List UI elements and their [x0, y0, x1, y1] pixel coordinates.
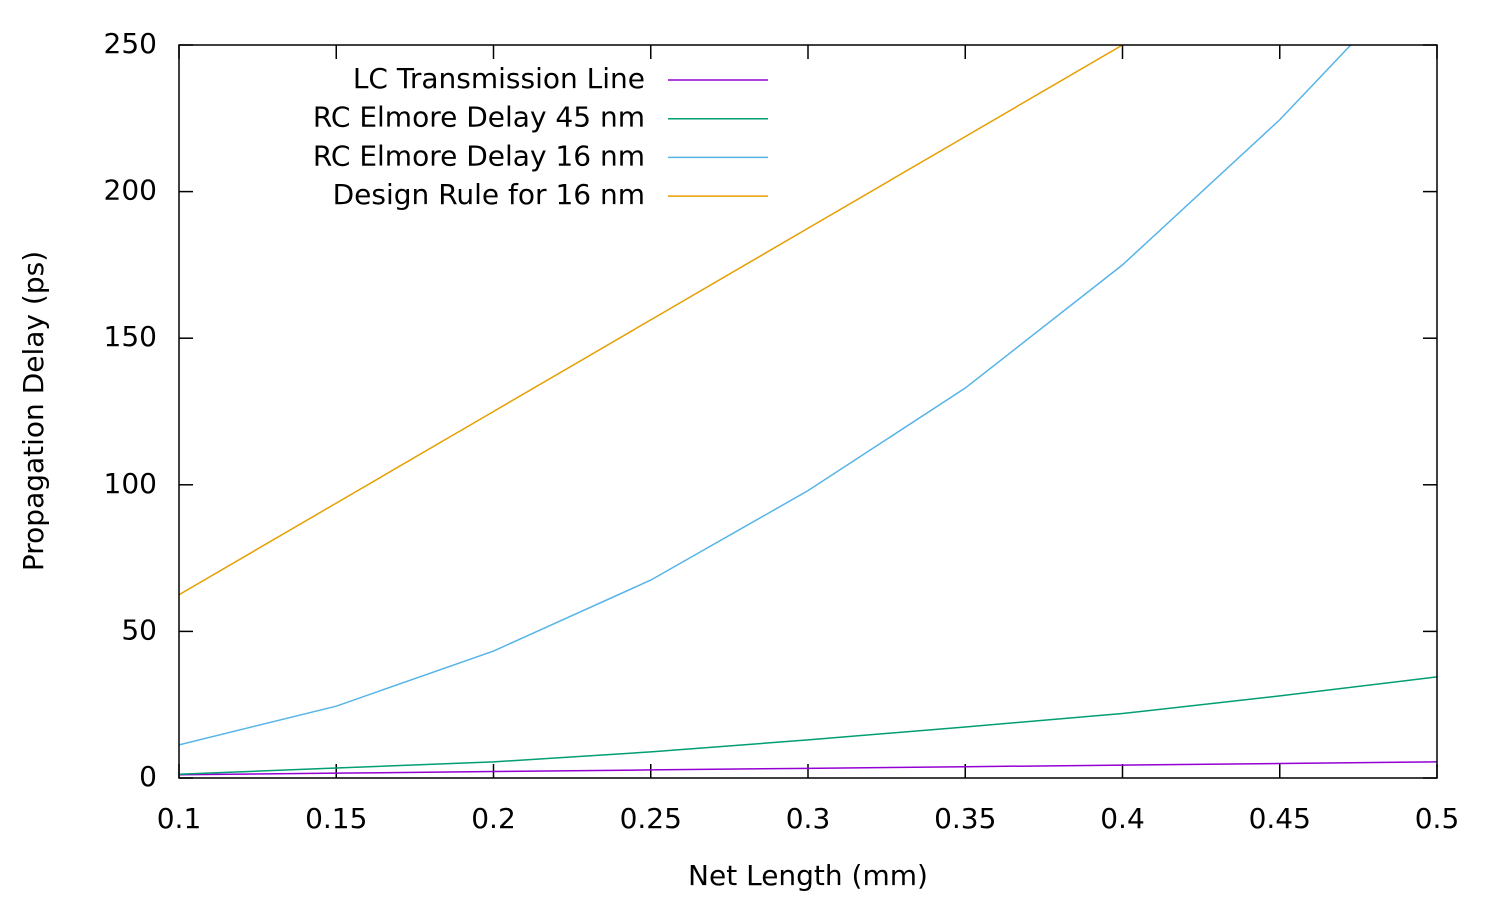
y-tick-label: 250	[104, 27, 157, 60]
x-tick-label: 0.35	[934, 802, 996, 835]
legend-label: LC Transmission Line	[353, 62, 645, 95]
y-axis-label: Propagation Delay (ps)	[17, 251, 50, 571]
x-tick-label: 0.45	[1249, 802, 1311, 835]
y-tick-label: 0	[139, 760, 157, 793]
x-tick-label: 0.1	[157, 802, 202, 835]
x-tick-label: 0.3	[786, 802, 831, 835]
x-tick-label: 0.4	[1100, 802, 1145, 835]
y-tick-label: 100	[104, 467, 157, 500]
y-tick-label: 50	[121, 613, 157, 646]
plot-area	[179, 45, 1437, 776]
series-line	[179, 676, 1437, 775]
series-line	[179, 45, 1352, 746]
series-line	[179, 45, 1124, 596]
legend-label: RC Elmore Delay 45 nm	[313, 101, 645, 134]
x-tick-label: 0.25	[620, 802, 682, 835]
plot-border	[178, 44, 1438, 779]
y-tick-label: 150	[104, 320, 157, 353]
legend-label: RC Elmore Delay 16 nm	[313, 139, 645, 172]
series-line	[179, 761, 1437, 776]
x-tick-label: 0.5	[1415, 802, 1460, 835]
legend-label: Design Rule for 16 nm	[333, 178, 645, 211]
x-tick-label: 0.15	[305, 802, 367, 835]
y-tick-label: 200	[104, 174, 157, 207]
x-tick-label: 0.2	[471, 802, 516, 835]
x-axis-label: Net Length (mm)	[688, 859, 928, 892]
